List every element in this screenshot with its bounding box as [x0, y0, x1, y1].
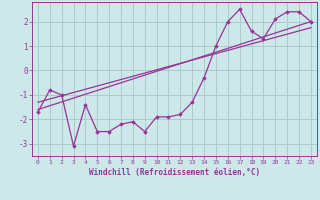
X-axis label: Windchill (Refroidissement éolien,°C): Windchill (Refroidissement éolien,°C): [89, 168, 260, 177]
